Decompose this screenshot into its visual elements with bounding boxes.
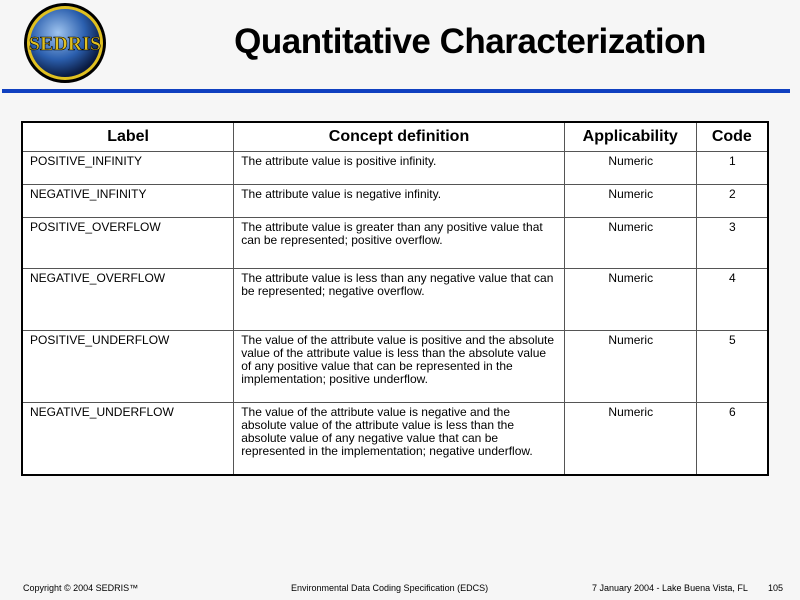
definition-cell: The attribute value is positive infinity… xyxy=(233,151,565,185)
table-row: NEGATIVE_UNDERFLOW The value of the attri… xyxy=(21,402,769,475)
code-cell: 6 xyxy=(695,402,769,475)
code-cell: 3 xyxy=(695,217,769,269)
definition-cell: The attribute value is negative infinity… xyxy=(233,184,565,218)
footer-date: 7 January 2004 - Lake Buena Vista, FL xyxy=(592,583,748,593)
column-header-code: Code xyxy=(695,121,769,152)
column-header-applicability: Applicability xyxy=(563,121,697,152)
code-cell: 5 xyxy=(695,330,769,403)
label-cell: NEGATIVE_INFINITY xyxy=(21,184,235,218)
definition-cell: The value of the attribute value is posi… xyxy=(233,330,565,403)
column-header-label: Label xyxy=(21,121,235,152)
table-row: POSITIVE_UNDERFLOW The value of the attri… xyxy=(21,330,769,403)
definition-cell: The value of the attribute value is nega… xyxy=(233,402,565,475)
applicability-cell: Numeric xyxy=(563,330,697,403)
table-row: NEGATIVE_INFINITY The attribute value is … xyxy=(21,184,769,218)
svg-text:SEDRIS: SEDRIS xyxy=(29,33,101,55)
applicability-cell: Numeric xyxy=(563,184,697,218)
applicability-cell: Numeric xyxy=(563,217,697,269)
code-cell: 2 xyxy=(695,184,769,218)
sedris-logo: SEDRIS xyxy=(24,3,106,83)
page-number: 105 xyxy=(768,583,784,593)
enumeration-table: Label Concept definition Applicability C… xyxy=(21,121,769,476)
divider xyxy=(2,89,790,93)
code-cell: 4 xyxy=(695,268,769,331)
label-cell: POSITIVE_UNDERFLOW xyxy=(21,330,235,403)
label-cell: POSITIVE_INFINITY xyxy=(21,151,235,185)
table-row: POSITIVE_INFINITY The attribute value is … xyxy=(21,151,769,185)
applicability-cell: Numeric xyxy=(563,151,697,185)
footer-copyright: Copyright © 2004 SEDRIS™ xyxy=(23,583,139,593)
page-title: Quantitative Characterization xyxy=(234,22,706,61)
table-row: NEGATIVE_OVERFLOW The attribute value is … xyxy=(21,268,769,331)
code-cell: 1 xyxy=(695,151,769,185)
label-cell: NEGATIVE_UNDERFLOW xyxy=(21,402,235,475)
column-header-definition: Concept definition xyxy=(233,121,565,152)
label-cell: NEGATIVE_OVERFLOW xyxy=(21,268,235,331)
definition-cell: The attribute value is greater than any … xyxy=(233,217,565,269)
label-cell: POSITIVE_OVERFLOW xyxy=(21,217,235,269)
applicability-cell: Numeric xyxy=(563,402,697,475)
applicability-cell: Numeric xyxy=(563,268,697,331)
footer-document: Environmental Data Coding Specification … xyxy=(291,583,489,593)
definition-cell: The attribute value is less than any neg… xyxy=(233,268,565,331)
table-row: POSITIVE_OVERFLOW The attribute value is … xyxy=(21,217,769,269)
